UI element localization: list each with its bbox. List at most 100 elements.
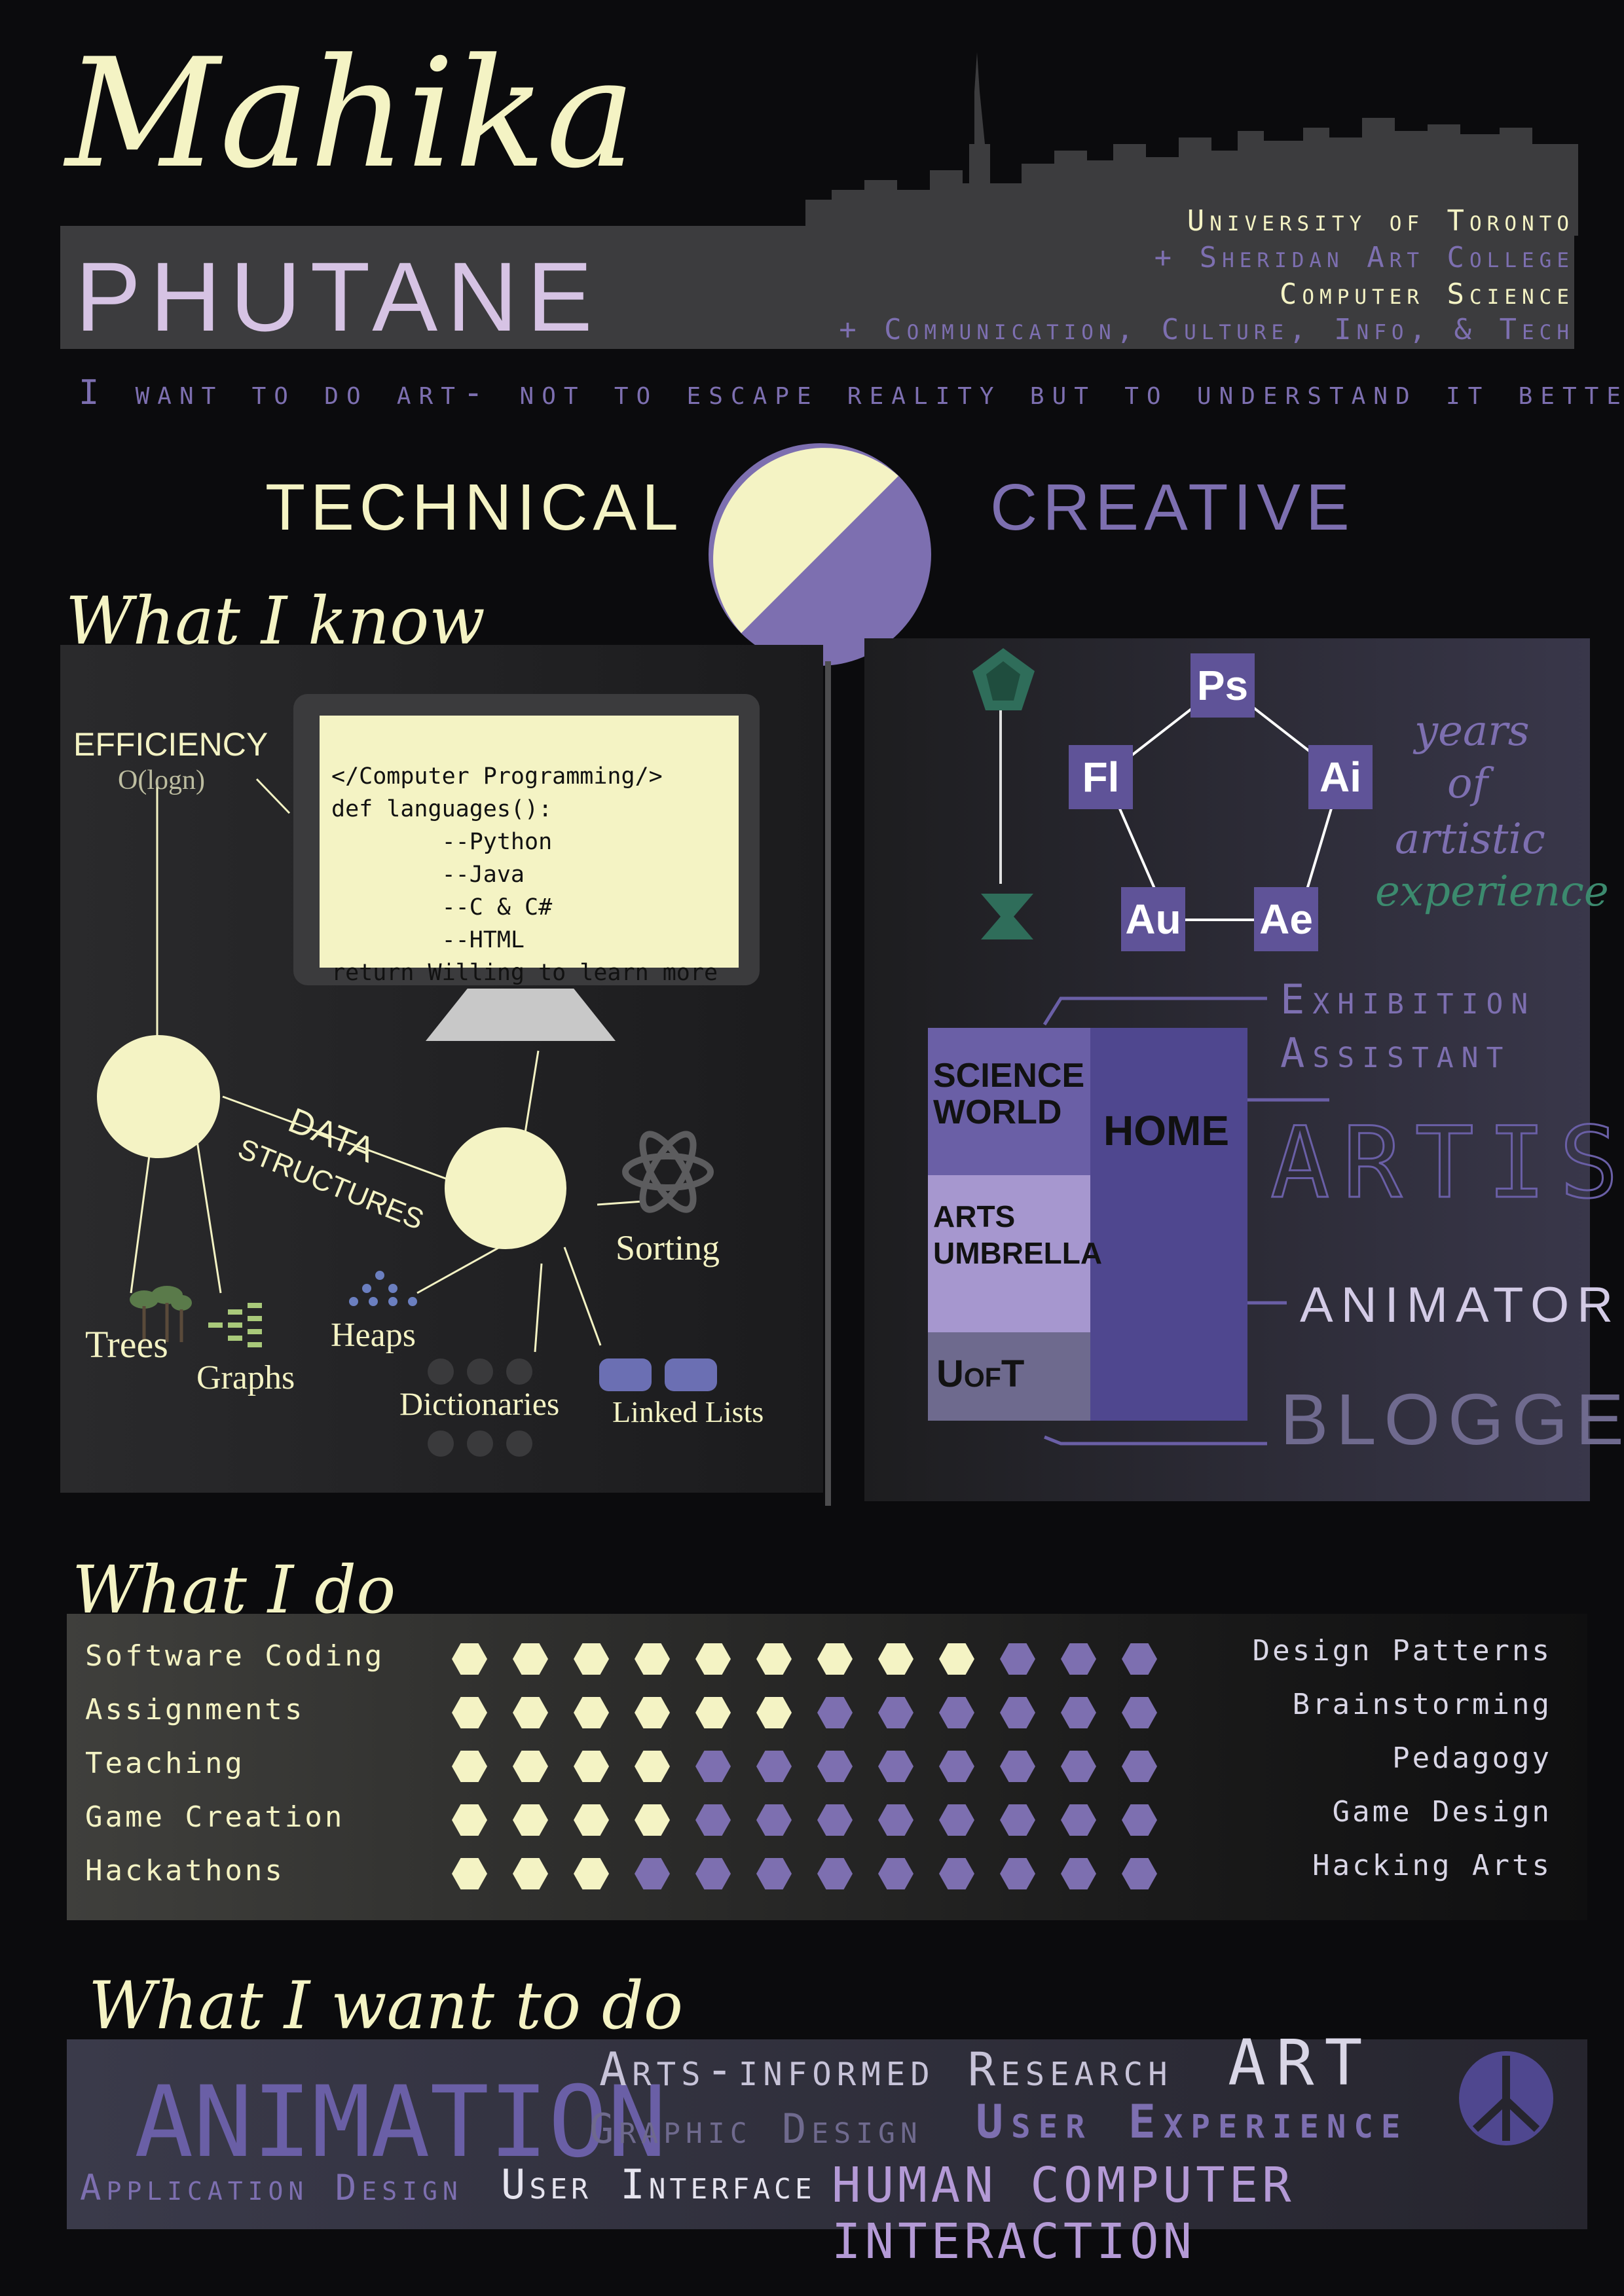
skill-hex-empty bbox=[756, 1858, 792, 1889]
skill-hex-filled bbox=[452, 1804, 487, 1836]
do-left-label: Assignments bbox=[85, 1693, 305, 1726]
skill-hex-filled bbox=[635, 1751, 670, 1782]
skill-hex-empty bbox=[756, 1804, 792, 1836]
app-badge-label: Ai bbox=[1320, 754, 1361, 801]
years-line-4: experience bbox=[1375, 867, 1609, 916]
skill-hex-empty bbox=[939, 1697, 974, 1728]
block-uoft bbox=[928, 1332, 1090, 1421]
skill-hex-empty bbox=[1000, 1643, 1035, 1675]
node-sorting: Sorting bbox=[616, 1228, 720, 1267]
want-ux: User Experience bbox=[976, 2095, 1409, 2149]
want-animation: ANIMATION bbox=[134, 2066, 667, 2179]
years-line-2: of bbox=[1447, 759, 1488, 808]
skill-hex-empty bbox=[817, 1804, 853, 1836]
years-line-3: artistic bbox=[1395, 815, 1545, 864]
heaps-icon bbox=[349, 1271, 417, 1306]
skill-hex-filled bbox=[574, 1751, 609, 1782]
do-left-label: Teaching bbox=[85, 1747, 245, 1780]
quote: I want to do art- not to escape reality … bbox=[79, 373, 1624, 412]
do-left-label: Hackathons bbox=[85, 1854, 285, 1887]
skill-hex-filled bbox=[452, 1751, 487, 1782]
skill-hex-empty bbox=[1000, 1858, 1035, 1889]
skill-hex-filled bbox=[513, 1804, 548, 1836]
edu-line-4: + Communication, Culture, Info, & Tech bbox=[839, 313, 1574, 346]
want-heading: What I want to do bbox=[88, 1967, 684, 2044]
balance-circle bbox=[709, 443, 931, 666]
skill-hex-empty bbox=[1061, 1858, 1096, 1889]
app-badge-fl: Fl bbox=[1069, 745, 1133, 809]
want-research: Arts-informed Research bbox=[599, 2043, 1173, 2096]
do-right-label: Hacking Arts bbox=[1312, 1849, 1552, 1882]
want-panel bbox=[67, 2039, 1587, 2229]
skill-hex-empty bbox=[1000, 1697, 1035, 1728]
skill-hex-empty bbox=[1000, 1751, 1035, 1782]
skill-hex-empty bbox=[695, 1804, 731, 1836]
skill-hex-empty bbox=[695, 1751, 731, 1782]
complexity-label: O(logn) bbox=[118, 765, 205, 795]
skill-hex-filled bbox=[513, 1858, 548, 1889]
skill-hex-empty bbox=[939, 1858, 974, 1889]
skill-hex-filled bbox=[756, 1643, 792, 1675]
skill-hex-empty bbox=[1061, 1751, 1096, 1782]
skill-hex-empty bbox=[1122, 1858, 1157, 1889]
block-uoft-label: UofT bbox=[936, 1353, 1025, 1395]
node-graphs: Graphs bbox=[196, 1359, 295, 1396]
skill-hex-filled bbox=[635, 1804, 670, 1836]
years-line-1: years bbox=[1414, 707, 1530, 756]
block-home bbox=[1090, 1028, 1247, 1421]
graphs-icon bbox=[208, 1303, 262, 1347]
edu-line-1: University of Toronto bbox=[1187, 204, 1574, 238]
do-left-label: Game Creation bbox=[85, 1800, 345, 1834]
skill-hex-empty bbox=[817, 1858, 853, 1889]
app-badge-au: Au bbox=[1121, 887, 1185, 951]
first-name: Mahika bbox=[65, 27, 636, 202]
skill-hex-filled bbox=[452, 1858, 487, 1889]
header-band bbox=[60, 226, 1574, 349]
skill-hex-empty bbox=[939, 1751, 974, 1782]
skill-hex-empty bbox=[756, 1751, 792, 1782]
skill-hex-empty bbox=[695, 1858, 731, 1889]
skill-hex-filled bbox=[756, 1697, 792, 1728]
want-app-design: Application Design bbox=[80, 2167, 463, 2208]
skill-hex-empty bbox=[817, 1751, 853, 1782]
last-name: PHUTANE bbox=[75, 242, 602, 352]
efficiency-label: EFFICIENCY bbox=[73, 726, 268, 763]
skill-hex-empty bbox=[878, 1804, 913, 1836]
skill-hex-empty bbox=[817, 1697, 853, 1728]
skill-hex-empty bbox=[635, 1858, 670, 1889]
block-arts-umbrella-label: ARTS UMBRELLA bbox=[933, 1199, 1103, 1270]
center-divider bbox=[825, 661, 831, 1506]
app-badge-label: Au bbox=[1125, 896, 1181, 943]
block-arts-umbrella bbox=[928, 1175, 1090, 1332]
role-artist: ARTIST bbox=[1270, 1106, 1624, 1222]
trees-icon bbox=[130, 1286, 192, 1342]
technical-label: TECHNICAL bbox=[265, 471, 684, 544]
code-line: def languages(): bbox=[331, 796, 553, 822]
node-linked-lists: Linked Lists bbox=[612, 1395, 764, 1429]
skill-hex-filled bbox=[695, 1643, 731, 1675]
skill-hex-filled bbox=[939, 1643, 974, 1675]
do-right-label: Pedagogy bbox=[1392, 1741, 1552, 1775]
know-connectors bbox=[97, 778, 644, 1353]
node-heaps: Heaps bbox=[331, 1317, 416, 1354]
code-line: --Java bbox=[331, 862, 525, 888]
dictionaries-icon bbox=[428, 1358, 532, 1457]
skill-hex-filled bbox=[695, 1697, 731, 1728]
skill-hex-filled bbox=[878, 1643, 913, 1675]
code-line: --HTML bbox=[331, 927, 525, 953]
do-right-label: Brainstorming bbox=[1292, 1688, 1552, 1721]
role-animator: ANIMATOR bbox=[1300, 1277, 1621, 1333]
block-science-world-label: SCIENCE WORLD bbox=[933, 1057, 1085, 1131]
app-badge-ae: Ae bbox=[1254, 887, 1318, 951]
skill-hex-filled bbox=[452, 1643, 487, 1675]
app-badge-label: Ps bbox=[1196, 662, 1249, 709]
block-science-world bbox=[928, 1028, 1090, 1175]
app-badge-label: Fl bbox=[1082, 754, 1120, 801]
peace-icon bbox=[1459, 2051, 1553, 2145]
linked-list-icon bbox=[599, 1358, 652, 1391]
skill-hex-filled bbox=[513, 1643, 548, 1675]
skill-hex-filled bbox=[574, 1804, 609, 1836]
skill-hex-empty bbox=[1122, 1643, 1157, 1675]
skill-hex-filled bbox=[513, 1697, 548, 1728]
skill-hex-empty bbox=[1061, 1804, 1096, 1836]
